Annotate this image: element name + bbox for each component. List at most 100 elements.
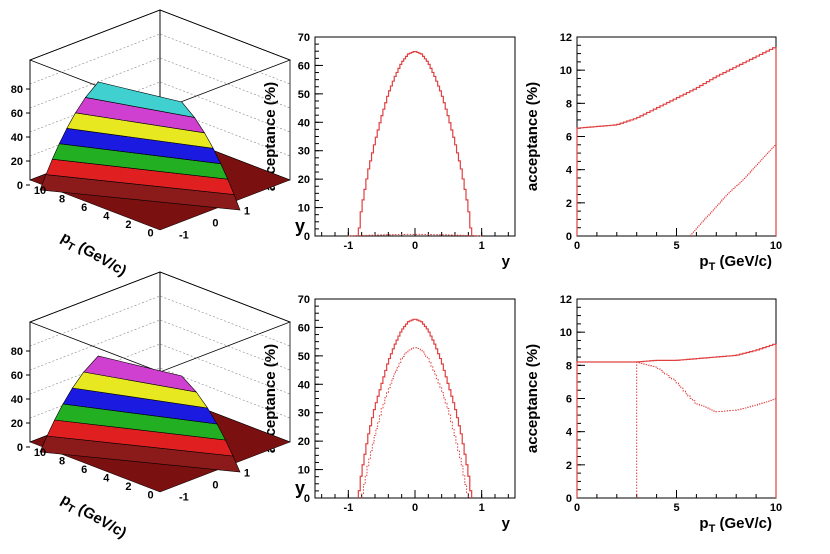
grid-line-3-4 bbox=[29, 295, 291, 347]
xlabel-4: y bbox=[502, 515, 511, 532]
ztick-label-3-4: 80 bbox=[11, 346, 23, 358]
plot-frame-4 bbox=[314, 298, 516, 499]
ytick-label-1-6: 60 bbox=[298, 60, 310, 72]
ylabel-2: acceptance (%) bbox=[524, 82, 541, 191]
pt-tick-label-0-4: 2 bbox=[125, 219, 131, 231]
pt-tick-label-0-2: 6 bbox=[81, 202, 87, 214]
y-tick-label-3-2: 1 bbox=[244, 467, 250, 479]
ytick-label-1-0: 0 bbox=[304, 231, 310, 243]
xtick-label-1-1: 0 bbox=[412, 240, 418, 252]
ytick-label-5-5: 10 bbox=[560, 327, 572, 339]
pt-tick-label-3-5: 0 bbox=[147, 490, 153, 502]
ytick-label-5-1: 2 bbox=[566, 460, 572, 472]
pt-tick-label-0-1: 8 bbox=[59, 194, 65, 206]
ztick-label-0-2: 40 bbox=[11, 132, 23, 144]
pt-tick-label-0-5: 0 bbox=[147, 228, 153, 240]
ytick-label-2-4: 8 bbox=[566, 98, 572, 110]
pt-axis-label-0-text: pT (GeV/c) bbox=[57, 229, 130, 283]
series-line-5-0 bbox=[576, 343, 777, 498]
grid-line-3-3 bbox=[29, 319, 291, 371]
grid-line-3-1 bbox=[29, 367, 291, 419]
ytick-label-1-3: 30 bbox=[298, 146, 310, 158]
ytick-label-4-5: 50 bbox=[298, 351, 310, 363]
ytick-label-1-2: 20 bbox=[298, 174, 310, 186]
top-box-3 bbox=[28, 271, 292, 373]
pt-tick-label-0-0: 10 bbox=[34, 185, 46, 197]
series-line-5-1 bbox=[636, 361, 777, 498]
xlabel-1: y bbox=[502, 253, 511, 270]
y-axis-label-0: y bbox=[295, 216, 305, 236]
plot-frame-1 bbox=[314, 36, 516, 237]
ytick-label-2-5: 10 bbox=[560, 65, 572, 77]
ytick-label-1-1: 10 bbox=[298, 203, 310, 215]
ztick-label-3-3: 60 bbox=[11, 370, 23, 382]
ytick-label-5-6: 12 bbox=[560, 294, 572, 306]
grid-line-3-2 bbox=[29, 343, 291, 395]
pt-tick-label-3-2: 6 bbox=[81, 464, 87, 476]
surface-band-3-5 bbox=[83, 355, 198, 393]
xlabel-2: pT (GeV/c) bbox=[699, 253, 772, 273]
y-tick-label-0-2: 1 bbox=[244, 205, 250, 217]
ytick-label-2-3: 6 bbox=[566, 132, 572, 144]
y-tick-label-0-0: -1 bbox=[179, 230, 189, 242]
series-line-2-1 bbox=[689, 145, 777, 236]
grid-line-0-2 bbox=[29, 81, 291, 133]
y-axis-label-3: y bbox=[295, 478, 305, 498]
xtick-label-2-2: 10 bbox=[770, 240, 782, 252]
series-line-4-1 bbox=[361, 347, 469, 498]
ytick-label-5-2: 4 bbox=[566, 427, 573, 439]
y-tick-label-3-0: -1 bbox=[179, 492, 189, 504]
xtick-label-5-2: 10 bbox=[770, 502, 782, 514]
plot-frame-5 bbox=[576, 298, 777, 499]
grid-line-0-3 bbox=[29, 57, 291, 109]
ytick-label-1-7: 70 bbox=[298, 32, 310, 44]
grid-line-0-1 bbox=[29, 105, 291, 157]
ztick-label-0-1: 20 bbox=[11, 156, 23, 168]
ztick-label-3-0: 0 bbox=[17, 442, 23, 454]
ytick-label-2-2: 4 bbox=[566, 165, 573, 177]
ztick-label-3-2: 40 bbox=[11, 394, 23, 406]
pt-tick-label-0-3: 4 bbox=[103, 211, 110, 223]
ylabel-5: acceptance (%) bbox=[524, 344, 541, 453]
ytick-label-1-5: 50 bbox=[298, 89, 310, 101]
ytick-label-4-7: 70 bbox=[298, 294, 310, 306]
ytick-label-2-1: 2 bbox=[566, 198, 572, 210]
pt-tick-label-3-1: 8 bbox=[59, 456, 65, 468]
pt-axis-label-0: pT (GeV/c) bbox=[57, 229, 130, 283]
y-tick-label-0-1: 0 bbox=[212, 218, 218, 230]
ytick-label-5-3: 6 bbox=[566, 394, 572, 406]
ytick-label-4-2: 20 bbox=[298, 436, 310, 448]
ztick-label-0-3: 60 bbox=[11, 108, 23, 120]
ytick-label-5-4: 8 bbox=[566, 360, 572, 372]
ytick-label-2-6: 12 bbox=[560, 32, 572, 44]
series-line-4-0 bbox=[357, 318, 473, 498]
ztick-label-3-1: 20 bbox=[11, 418, 23, 430]
ylabel-4: acceptance (%) bbox=[262, 344, 279, 453]
ytick-label-4-4: 40 bbox=[298, 379, 310, 391]
xtick-label-5-0: 0 bbox=[574, 502, 580, 514]
ytick-label-5-0: 0 bbox=[566, 493, 572, 505]
y-tick-label-3-1: 0 bbox=[212, 480, 218, 492]
ytick-label-4-1: 10 bbox=[298, 465, 310, 477]
pt-tick-label-3-0: 10 bbox=[34, 447, 46, 459]
ylabel-1: acceptance (%) bbox=[262, 82, 279, 191]
grid-line-0-4 bbox=[29, 33, 291, 85]
xlabel-5: pT (GeV/c) bbox=[699, 515, 772, 535]
xtick-label-2-1: 5 bbox=[673, 240, 679, 252]
ytick-label-1-4: 40 bbox=[298, 117, 310, 129]
pt-tick-label-3-3: 4 bbox=[103, 473, 110, 485]
surface-band-0-6 bbox=[84, 81, 196, 118]
ztick-label-0-0: 0 bbox=[17, 180, 23, 192]
ytick-label-4-6: 60 bbox=[298, 322, 310, 334]
pt-tick-label-3-4: 2 bbox=[125, 481, 131, 493]
ytick-label-4-3: 30 bbox=[298, 408, 310, 420]
xtick-label-1-0: -1 bbox=[343, 240, 353, 252]
ztick-label-0-4: 80 bbox=[11, 84, 23, 96]
ytick-label-4-0: 0 bbox=[304, 493, 310, 505]
xtick-label-2-0: 0 bbox=[574, 240, 580, 252]
xtick-label-4-2: 1 bbox=[479, 502, 485, 514]
series-line-2-0 bbox=[576, 47, 777, 236]
pt-axis-label-3: pT (GeV/c) bbox=[58, 491, 129, 542]
series-line-1-0 bbox=[357, 51, 473, 236]
